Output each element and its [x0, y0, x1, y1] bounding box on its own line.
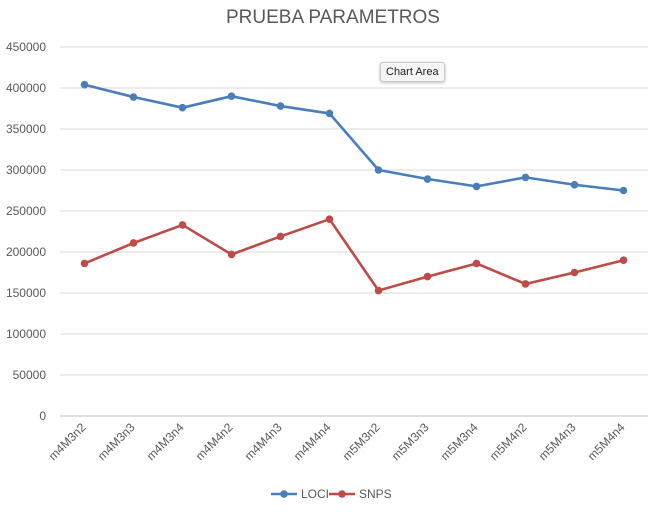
data-point-snps[interactable]	[619, 256, 628, 265]
data-point-loci[interactable]	[619, 186, 628, 195]
data-point-loci[interactable]	[227, 92, 236, 100]
data-point-loci[interactable]	[178, 103, 187, 112]
series-line-snps[interactable]	[83, 217, 624, 292]
y-tick-label: 350000	[6, 122, 46, 136]
y-tick-label: 150000	[6, 286, 46, 300]
data-point-loci[interactable]	[276, 102, 285, 110]
data-point-loci[interactable]	[570, 180, 579, 189]
y-tick-label: 400000	[6, 81, 46, 95]
data-point-snps[interactable]	[178, 221, 187, 229]
data-point-snps[interactable]	[276, 232, 285, 241]
chart-area-tooltip: Chart Area	[380, 62, 445, 82]
y-axis-ticks: 0 50000 100000 150000 200000 250000 300000 3500…	[6, 40, 46, 423]
y-tick-label: 450000	[6, 40, 46, 54]
legend-marker-loci	[280, 490, 288, 498]
x-axis-ticks: m4M3n2 m4M3n3 m4M3n4 m4M4n2 m4M4n3 m4M4n4 m5M3…	[46, 420, 628, 463]
x-tick-label: m4M4n3	[242, 420, 285, 463]
y-tick-label: 0	[39, 409, 46, 423]
data-point-loci[interactable]	[374, 166, 383, 174]
x-tick-label: m5M4n4	[585, 420, 628, 463]
x-tick-label: m4M3n4	[144, 420, 187, 463]
data-point-snps[interactable]	[423, 272, 432, 281]
y-tick-label: 200000	[6, 245, 46, 259]
data-point-loci[interactable]	[80, 80, 89, 89]
data-point-snps[interactable]	[521, 280, 530, 288]
legend-label-loci[interactable]: LOCI	[301, 487, 329, 501]
data-point-snps[interactable]	[374, 286, 383, 295]
gridlines	[60, 46, 648, 417]
x-tick-label: m4M4n2	[193, 420, 236, 463]
data-point-snps[interactable]	[227, 250, 236, 259]
y-tick-label: 50000	[13, 368, 47, 382]
data-point-snps[interactable]	[325, 215, 334, 223]
x-tick-label: m4M3n2	[46, 420, 89, 463]
data-point-loci[interactable]	[423, 175, 432, 183]
series-layer	[80, 80, 628, 295]
data-point-snps[interactable]	[472, 259, 481, 268]
y-tick-label: 250000	[6, 204, 46, 218]
data-point-loci[interactable]	[472, 182, 481, 191]
legend-marker-snps	[338, 490, 346, 498]
x-tick-label: m5M4n2	[487, 420, 530, 463]
y-tick-label: 100000	[6, 327, 46, 341]
data-point-snps[interactable]	[80, 259, 89, 268]
data-point-snps[interactable]	[570, 268, 579, 277]
data-point-snps[interactable]	[129, 239, 138, 247]
x-tick-label: m4M3n3	[95, 420, 138, 463]
legend-label-snps[interactable]: SNPS	[359, 487, 392, 501]
data-point-loci[interactable]	[521, 173, 530, 182]
x-tick-label: m5M3n2	[340, 420, 383, 463]
series-line-loci[interactable]	[84, 83, 624, 192]
data-point-loci[interactable]	[325, 109, 334, 118]
x-tick-label: m5M4n3	[536, 420, 579, 463]
x-tick-label: m5M3n3	[389, 420, 432, 463]
legend[interactable]: LOCI SNPS	[271, 487, 392, 501]
data-point-loci[interactable]	[129, 93, 138, 101]
chart-title: PRUEBA PARAMETROS	[226, 7, 440, 28]
y-tick-label: 300000	[6, 163, 46, 177]
x-tick-label: m5M3n4	[438, 420, 481, 463]
x-tick-label: m4M4n4	[291, 420, 334, 463]
